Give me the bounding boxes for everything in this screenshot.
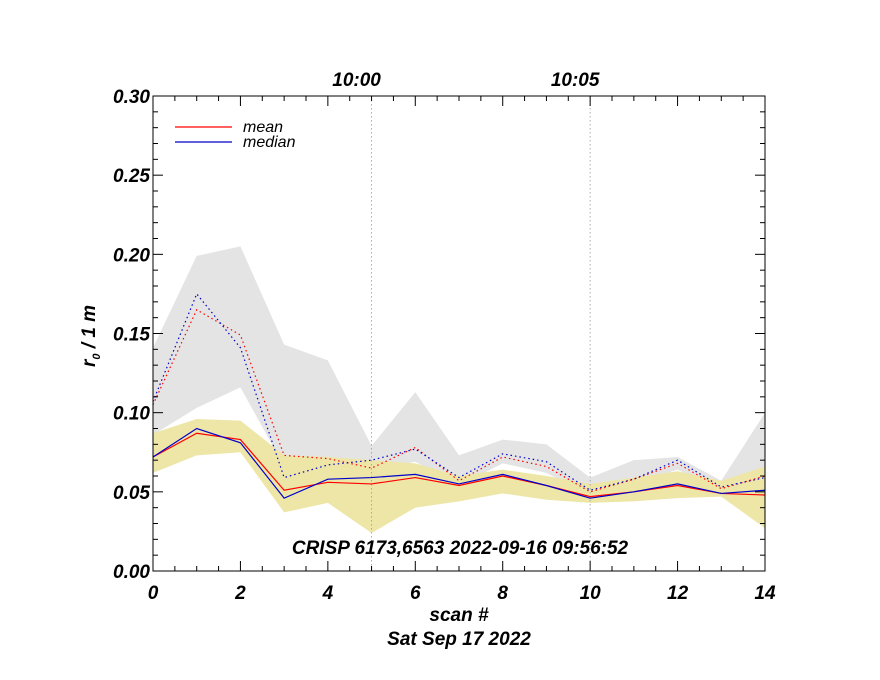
- time-gridlines: [371, 96, 591, 571]
- series-line-mean: [152, 432, 766, 498]
- series-line-median: [152, 427, 766, 499]
- time-label: 10:00: [332, 70, 381, 91]
- y-axis-title-sub: 0: [91, 353, 103, 360]
- band-yellow-range: [153, 419, 765, 533]
- y-tick-label: 0.05: [113, 483, 150, 504]
- x-tick-label: 10: [580, 583, 602, 604]
- time-label: 10:05: [551, 70, 600, 91]
- series-lines: [152, 292, 766, 499]
- time-labels: 10:00 10:05: [332, 70, 600, 91]
- band-gray-range: [153, 246, 765, 497]
- date-label: Sat Sep 17 2022: [387, 629, 531, 650]
- x-tick-label: 12: [667, 583, 689, 604]
- x-tick-label: 2: [234, 583, 246, 604]
- legend-median-label: median: [243, 134, 296, 151]
- x-tick-label: 8: [497, 583, 508, 604]
- y-tick-label: 0.20: [113, 245, 150, 266]
- tick-labels: 0 2 4 6 8 10 12 14 0.00 0.05 0.10 0.15 0.20 0.25 0.30: [113, 87, 776, 604]
- legend: mean median: [175, 119, 296, 151]
- y-tick-label: 0.15: [113, 325, 150, 346]
- x-tick-label: 0: [148, 583, 159, 604]
- instrument-annotation: CRISP 6173,6563 2022-09-16 09:56:52: [292, 538, 629, 559]
- x-axis-title: scan #: [429, 605, 489, 626]
- x-tick-label: 6: [410, 583, 421, 604]
- y-tick-label: 0.00: [113, 562, 150, 583]
- axis-ticks: [152, 95, 766, 572]
- x-tick-label: 14: [754, 583, 776, 604]
- y-tick-label: 0.25: [113, 166, 150, 187]
- y-axis-title-r: r: [79, 358, 100, 367]
- x-tick-label: 4: [322, 583, 334, 604]
- legend-mean-label: mean: [243, 119, 283, 136]
- y-axis-title-rest: / 1 m: [79, 305, 100, 354]
- series-line-median-upper: [152, 292, 766, 491]
- y-tick-label: 0.30: [113, 87, 150, 108]
- range-bands: [153, 246, 765, 533]
- y-tick-label: 0.10: [113, 404, 150, 425]
- y-axis-title: r0 / 1 m: [79, 305, 103, 367]
